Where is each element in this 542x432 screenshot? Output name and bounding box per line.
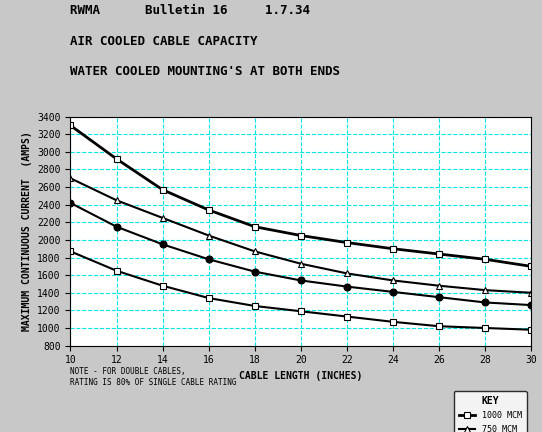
600 MCM bbox=[528, 302, 534, 308]
1000 MCM bbox=[113, 156, 120, 162]
Legend: 1000 MCM, 750 MCM, 600 MCM, 350 MCM: 1000 MCM, 750 MCM, 600 MCM, 350 MCM bbox=[454, 391, 527, 432]
350 MCM bbox=[436, 324, 442, 329]
Text: RWMA      Bulletin 16     1.7.34: RWMA Bulletin 16 1.7.34 bbox=[70, 4, 311, 17]
350 MCM bbox=[251, 303, 258, 308]
1000 MCM bbox=[159, 187, 166, 192]
350 MCM bbox=[67, 249, 74, 254]
350 MCM bbox=[205, 295, 212, 301]
Text: AIR COOLED CABLE CAPACITY: AIR COOLED CABLE CAPACITY bbox=[70, 35, 258, 48]
600 MCM bbox=[436, 295, 442, 300]
X-axis label: CABLE LENGTH (INCHES): CABLE LENGTH (INCHES) bbox=[239, 371, 363, 381]
750 MCM bbox=[205, 233, 212, 238]
Line: 1000 MCM: 1000 MCM bbox=[67, 122, 534, 270]
600 MCM bbox=[159, 242, 166, 247]
600 MCM bbox=[298, 278, 304, 283]
750 MCM bbox=[67, 176, 74, 181]
1000 MCM bbox=[251, 224, 258, 229]
1000 MCM bbox=[390, 246, 396, 251]
750 MCM bbox=[251, 249, 258, 254]
350 MCM bbox=[113, 268, 120, 273]
Line: 600 MCM: 600 MCM bbox=[67, 200, 534, 308]
1000 MCM bbox=[344, 240, 350, 245]
350 MCM bbox=[298, 309, 304, 314]
600 MCM bbox=[344, 284, 350, 289]
350 MCM bbox=[390, 319, 396, 324]
Text: WATER COOLED MOUNTING'S AT BOTH ENDS: WATER COOLED MOUNTING'S AT BOTH ENDS bbox=[70, 65, 340, 78]
Y-axis label: MAXIMUM CONTINUOUS CURRENT  (AMPS): MAXIMUM CONTINUOUS CURRENT (AMPS) bbox=[22, 131, 31, 331]
600 MCM bbox=[205, 257, 212, 262]
750 MCM bbox=[390, 278, 396, 283]
1000 MCM bbox=[528, 264, 534, 269]
750 MCM bbox=[159, 215, 166, 220]
750 MCM bbox=[482, 288, 488, 293]
600 MCM bbox=[390, 289, 396, 295]
750 MCM bbox=[344, 271, 350, 276]
750 MCM bbox=[298, 261, 304, 266]
Line: 350 MCM: 350 MCM bbox=[68, 248, 534, 333]
350 MCM bbox=[344, 314, 350, 319]
1000 MCM bbox=[205, 207, 212, 213]
350 MCM bbox=[482, 325, 488, 330]
600 MCM bbox=[67, 200, 74, 206]
600 MCM bbox=[482, 300, 488, 305]
600 MCM bbox=[113, 224, 120, 229]
1000 MCM bbox=[482, 257, 488, 262]
750 MCM bbox=[113, 198, 120, 203]
750 MCM bbox=[528, 290, 534, 295]
600 MCM bbox=[251, 269, 258, 274]
350 MCM bbox=[528, 327, 534, 332]
1000 MCM bbox=[436, 251, 442, 257]
350 MCM bbox=[159, 283, 166, 288]
1000 MCM bbox=[67, 123, 74, 128]
750 MCM bbox=[436, 283, 442, 288]
Text: NOTE - FOR DOUBLE CABLES,
RATING IS 80% OF SINGLE CABLE RATING: NOTE - FOR DOUBLE CABLES, RATING IS 80% … bbox=[70, 367, 237, 387]
Line: 750 MCM: 750 MCM bbox=[67, 175, 534, 296]
1000 MCM bbox=[298, 233, 304, 238]
